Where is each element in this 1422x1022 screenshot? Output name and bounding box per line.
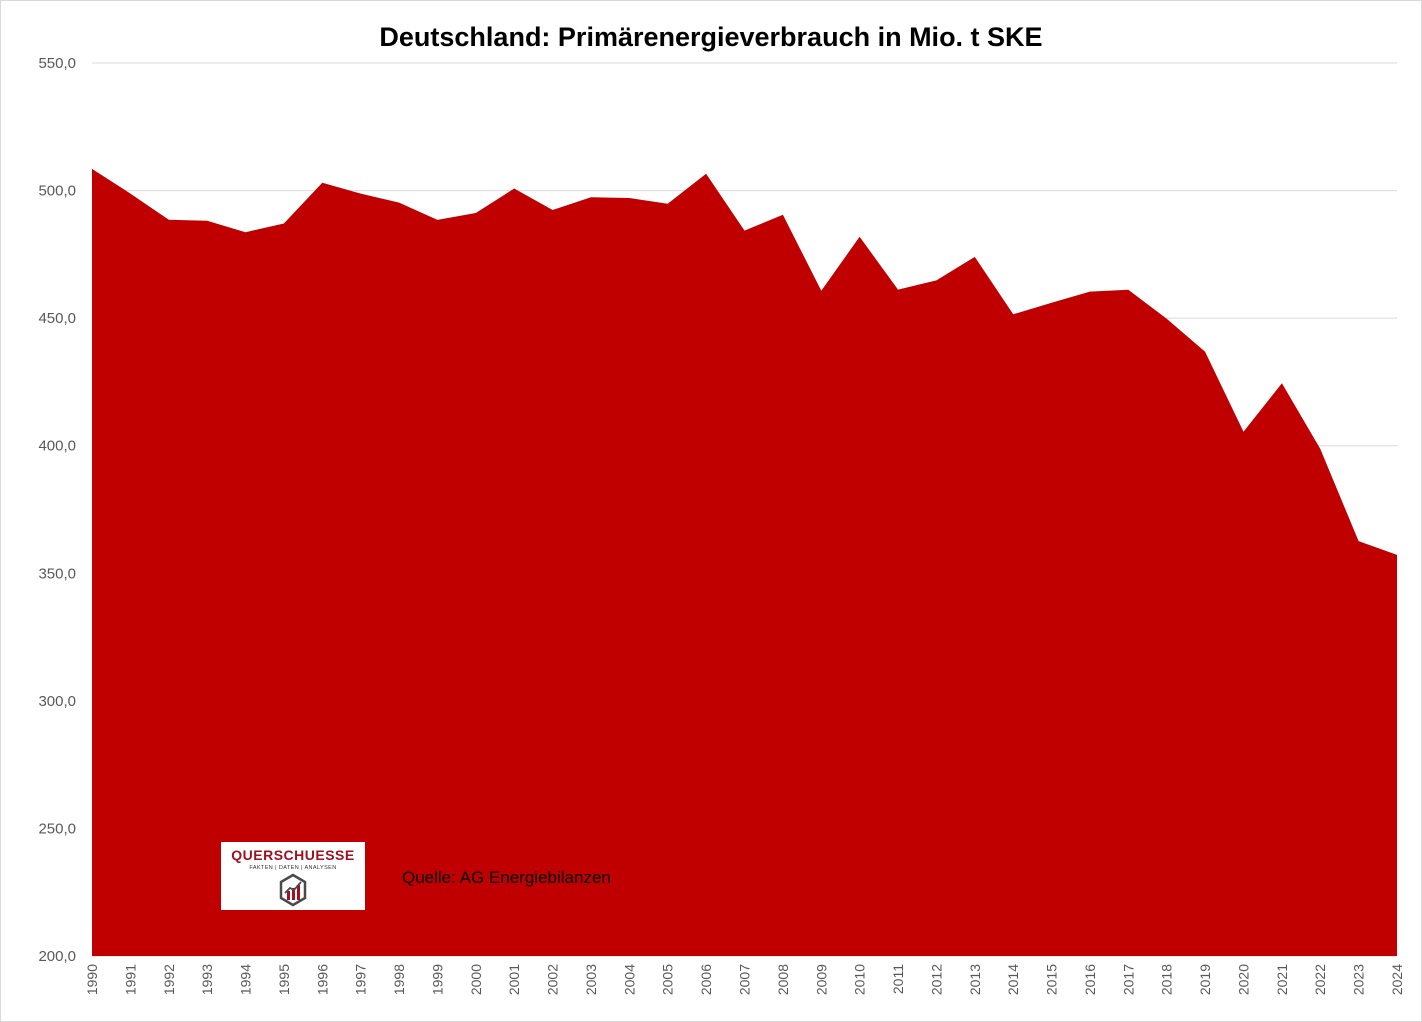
logo-name: QUERSCHUESSE [231, 847, 355, 863]
x-tick-label: 2008 [775, 964, 791, 995]
querschuesse-logo: QUERSCHUESSE FAKTEN | DATEN | ANALYSEN [221, 842, 365, 910]
y-axis-ticks: 200,0 250,0 300,0 350,0 400,0 450,0 500,0 550,0 [38, 55, 76, 965]
x-tick-label: 2006 [698, 964, 714, 995]
chart-hexagon-icon [279, 873, 307, 907]
x-tick-label: 1992 [161, 964, 177, 995]
x-tick-label: 2016 [1082, 964, 1098, 995]
x-tick-label: 2000 [468, 964, 484, 995]
x-tick-label: 1998 [391, 964, 407, 995]
logo-tagline: FAKTEN | DATEN | ANALYSEN [249, 865, 337, 871]
source-note: Quelle: AG Energiebilanzen [402, 868, 611, 887]
y-tick-label: 250,0 [38, 820, 76, 837]
x-tick-label: 1993 [199, 964, 215, 995]
y-tick-label: 300,0 [38, 693, 76, 710]
x-tick-label: 2012 [928, 964, 944, 995]
x-tick-label: 2022 [1312, 964, 1328, 995]
y-tick-label: 200,0 [38, 948, 76, 965]
x-tick-label: 2003 [583, 964, 599, 995]
x-tick-label: 2011 [890, 964, 906, 994]
x-tick-label: 1996 [314, 964, 330, 995]
y-tick-label: 500,0 [38, 183, 76, 200]
x-tick-label: 2001 [506, 964, 522, 995]
y-tick-label: 450,0 [38, 310, 76, 327]
x-tick-label: 2009 [813, 964, 829, 995]
x-tick-label: 1995 [276, 964, 292, 995]
x-tick-label: 2024 [1389, 964, 1405, 995]
x-tick-label: 2007 [737, 964, 753, 995]
x-tick-label: 2023 [1351, 964, 1367, 995]
y-tick-label: 400,0 [38, 438, 76, 455]
x-axis-ticks: 1990 1991 1992 1993 1994 1995 1996 1997 1998 1999… [84, 964, 1405, 995]
x-tick-label: 2020 [1235, 964, 1251, 995]
x-tick-label: 1997 [353, 964, 369, 995]
y-tick-label: 350,0 [38, 565, 76, 582]
x-tick-label: 1999 [429, 964, 445, 995]
y-tick-label: 550,0 [38, 55, 76, 72]
x-tick-label: 2015 [1044, 964, 1060, 995]
chart-title: Deutschland: Primärenergieverbrauch in M… [379, 22, 1043, 52]
x-tick-label: 2021 [1274, 964, 1290, 995]
x-tick-label: 2014 [1005, 964, 1021, 995]
x-tick-label: 2013 [967, 964, 983, 995]
x-tick-label: 2019 [1197, 964, 1213, 995]
x-tick-label: 1994 [238, 964, 254, 995]
x-tick-label: 1990 [84, 964, 100, 995]
x-tick-label: 2018 [1159, 964, 1175, 995]
x-tick-label: 2004 [621, 964, 637, 995]
x-tick-label: 2002 [545, 964, 561, 995]
area-series [91, 168, 1398, 956]
area-fill [92, 168, 1397, 956]
x-tick-label: 2010 [852, 964, 868, 995]
x-tick-label: 2017 [1120, 964, 1136, 995]
x-tick-label: 2005 [660, 964, 676, 995]
x-tick-label: 1991 [122, 964, 138, 995]
